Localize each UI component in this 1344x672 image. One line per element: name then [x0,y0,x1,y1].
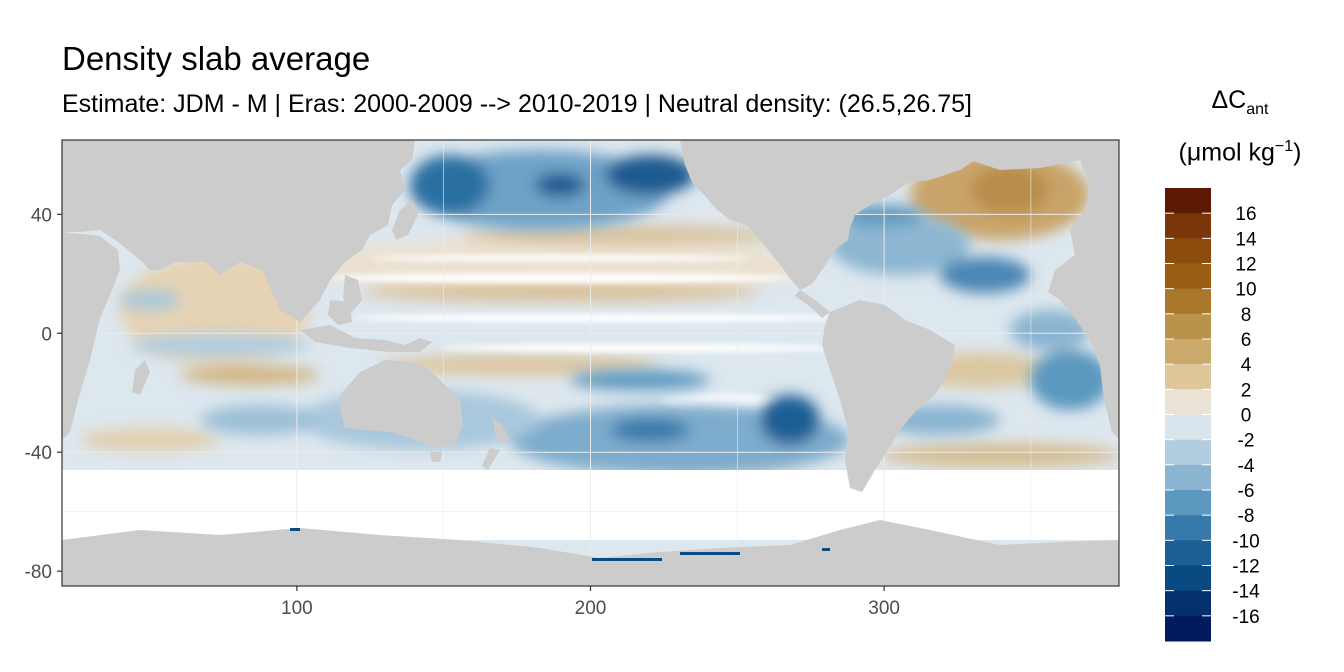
colorbar: 16 14 12 10 8 6 4 2 0 -2 -4 -6 -8 -10 -12 -14 -16 [1165,188,1260,642]
colorbar-swatch [1165,615,1211,642]
land-africa-left [62,232,120,440]
colorbar-swatch [1165,439,1211,466]
colorbar-swatch [1165,414,1211,441]
y-tick-label: 40 [31,205,52,226]
colorbar-swatch [1165,263,1211,290]
colorbar-swatch [1165,590,1211,617]
land-antarctica [62,520,1119,586]
colorbar-swatch [1165,364,1211,390]
colorbar-label: -8 [1238,506,1255,527]
colorbar-swatch [1165,188,1211,214]
chart-title: Density slab average [62,40,371,77]
legend-unit-close: ) [1293,138,1302,167]
land-borneo [328,300,352,325]
colorbar-swatch [1165,464,1211,491]
colorbar-label: 12 [1235,255,1256,276]
land-masses [62,140,1119,586]
land-south-america [822,300,955,492]
land-madagascar [132,360,150,395]
colorbar-label: -16 [1232,607,1259,628]
legend-unit-open: (μmol kg [1178,138,1275,167]
colorbar-swatch [1165,540,1211,566]
colorbar-swatch [1165,238,1211,264]
land-europe-africa-right [1048,158,1119,439]
land-central-america [795,290,830,318]
colorbar-label: 8 [1241,305,1252,326]
colorbar-label: -2 [1238,431,1255,452]
colorbar-label: -6 [1238,481,1255,502]
colorbar-label: -4 [1238,456,1255,477]
colorbar-label: 0 [1241,406,1252,427]
land-greenland [960,140,1090,170]
land-indonesia [300,325,432,352]
colorbar-label: 14 [1235,229,1257,250]
land-tasmania [430,452,442,462]
colorbar-label: 10 [1235,280,1256,301]
y-tick-label: 0 [41,324,52,345]
x-axis: 100 200 300 [281,586,900,619]
land-australia [340,360,463,448]
legend-unit-sup: −1 [1274,138,1294,155]
y-axis: 40 0 -40 -80 [25,205,62,583]
land-new-zealand [482,418,510,470]
x-tick-label: 300 [868,598,900,619]
x-tick-label: 100 [281,598,313,619]
x-tick-label: 200 [575,598,607,619]
land-north-america [680,140,1119,290]
colorbar-label: -10 [1232,531,1259,552]
colorbar-swatch [1165,313,1211,340]
legend-unit: (μmol kg−1) [1150,138,1330,167]
y-tick-label: -40 [25,443,52,464]
legend-symbol: ΔC [1211,86,1247,114]
legend-title: ΔCant [1150,88,1330,118]
colorbar-label: 4 [1241,355,1252,376]
colorbar-label: 2 [1241,380,1252,401]
colorbar-swatch [1165,213,1211,239]
colorbar-label: 16 [1235,204,1256,225]
colorbar-swatch [1165,565,1211,592]
colorbar-swatch [1165,515,1211,541]
colorbar-swatch [1165,490,1211,516]
legend-subscript: ant [1246,101,1269,118]
land-japan [392,200,418,240]
colorbar-label: 6 [1241,330,1252,351]
colorbar-label: -14 [1232,582,1260,603]
y-tick-label: -80 [25,562,52,583]
land-asia [62,140,415,322]
antarctic-coast-anomalies [290,528,830,561]
colorbar-swatch [1165,288,1211,315]
colorbar-label: -12 [1232,557,1259,578]
negative-anomaly-areas [120,150,1110,475]
map-panel [62,140,1119,586]
colorbar-swatch [1165,389,1211,415]
chart-subtitle: Estimate: JDM - M | Eras: 2000-2009 --> … [62,90,972,118]
no-data-streaks [330,255,850,410]
colorbar-swatch [1165,339,1211,365]
